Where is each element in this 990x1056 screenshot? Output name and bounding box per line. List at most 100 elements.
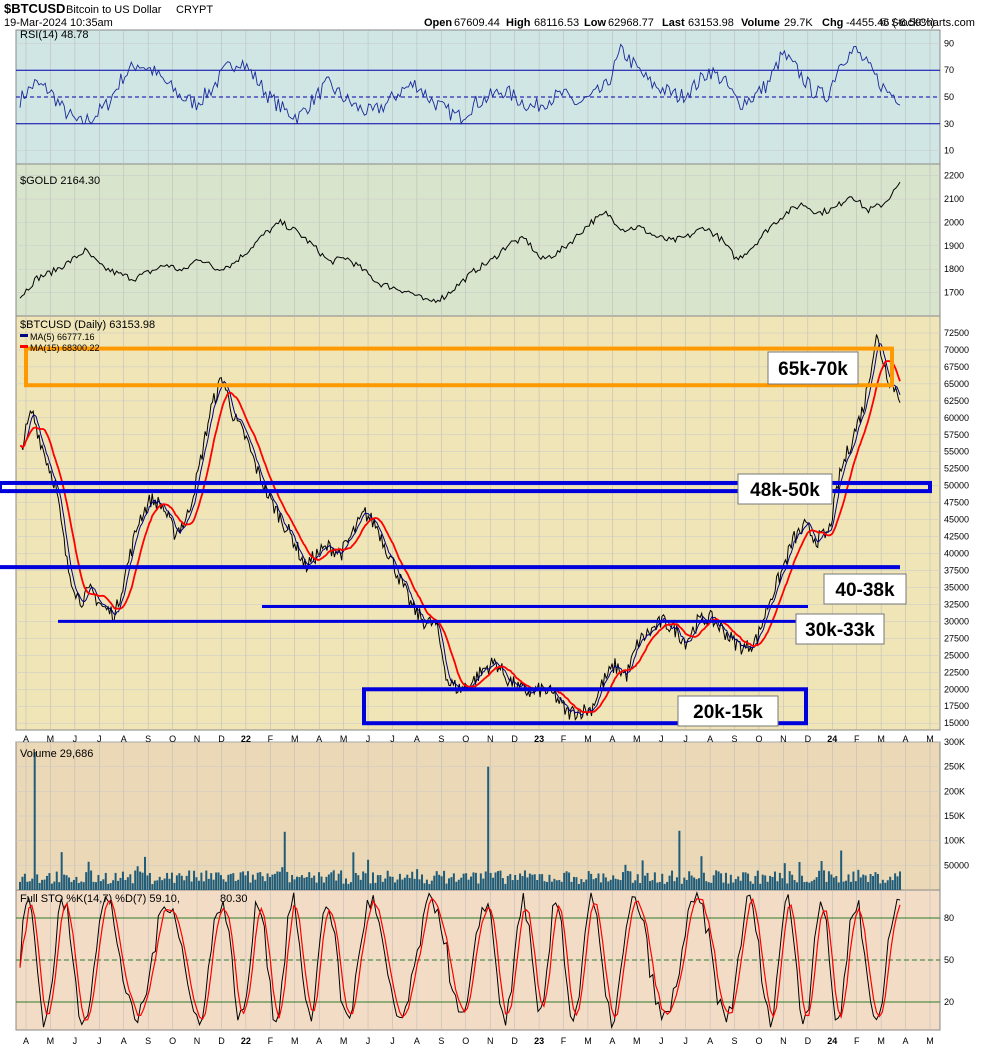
header-symbol: $BTCUSD — [4, 1, 65, 16]
volume-bar — [178, 873, 181, 890]
volume-bar — [418, 879, 421, 890]
volume-bar — [626, 870, 629, 890]
x-tick-label: S — [438, 1036, 444, 1046]
volume-bar — [295, 876, 298, 890]
x-tick-label: M — [291, 1036, 299, 1046]
x-tick-label: J — [73, 1036, 78, 1046]
volume-bar — [85, 872, 88, 890]
volume-bar — [663, 883, 666, 890]
y-tick-label: 100K — [944, 836, 965, 846]
x-tick-label: 23 — [534, 1036, 544, 1046]
volume-bar — [533, 874, 536, 890]
volume-bar — [416, 869, 419, 890]
volume-value: 29.7K — [784, 17, 813, 29]
zone-65-70k-label: 65k-70k — [778, 359, 848, 380]
volume-bar — [852, 871, 855, 890]
volume-bar — [266, 873, 269, 890]
volume-bar — [53, 881, 56, 890]
x-tick-label: J — [390, 734, 395, 744]
volume-bar — [631, 882, 634, 890]
volume-bar — [501, 878, 504, 890]
volume-bar — [619, 880, 622, 890]
volume-bar — [259, 872, 262, 890]
volume-bar — [63, 874, 66, 890]
volume-bar — [75, 876, 78, 890]
volume-bar — [398, 873, 401, 890]
volume-bar — [70, 881, 73, 890]
gold-panel — [15, 163, 941, 317]
volume-bar — [776, 881, 779, 890]
y-tick-label: 32500 — [944, 599, 969, 609]
x-tick-label: D — [218, 734, 225, 744]
volume-bar — [421, 874, 424, 890]
y-tick-label: 200K — [944, 786, 965, 796]
volume-bar — [291, 874, 294, 890]
volume-bar — [347, 883, 350, 890]
volume-bar — [136, 866, 139, 890]
volume-bar — [281, 867, 284, 890]
volume-bar — [340, 870, 343, 890]
volume-bar — [820, 861, 823, 890]
x-tick-label: M — [340, 734, 348, 744]
y-tick-label: 45000 — [944, 515, 969, 525]
y-tick-label: 17500 — [944, 701, 969, 711]
volume-bar — [810, 881, 813, 890]
volume-bar — [156, 880, 159, 890]
volume-bar — [710, 882, 713, 890]
volume-bar — [158, 876, 161, 890]
y-tick-label: 67500 — [944, 362, 969, 372]
volume-bar — [555, 880, 558, 890]
volume-bar — [92, 881, 95, 890]
x-tick-label: F — [268, 1036, 274, 1046]
y-tick-label: 55000 — [944, 447, 969, 457]
volume-bar — [680, 883, 683, 890]
volume-bar — [141, 872, 144, 890]
ma15-line — [20, 360, 901, 714]
volume-bar — [359, 879, 362, 890]
x-tick-label: N — [780, 1036, 787, 1046]
volume-bar — [734, 879, 737, 890]
volume-bar — [580, 879, 583, 890]
volume-bar — [408, 878, 411, 890]
x-tick-label: A — [23, 1036, 29, 1046]
x-tick-label: M — [47, 734, 55, 744]
volume-bar — [572, 876, 575, 890]
x-tick-label: O — [169, 1036, 176, 1046]
volume-bar — [582, 882, 585, 890]
volume-bar — [840, 850, 843, 890]
volume-bar — [881, 879, 884, 890]
volume-bar — [712, 875, 715, 890]
header-exchange: CRYPT — [176, 4, 213, 16]
volume-bar — [668, 875, 671, 890]
volume-bar — [215, 872, 218, 890]
panel-titles: RSI(14) 48.78 $GOLD 2164.30 $BTCUSD (Dai… — [20, 29, 248, 905]
volume-bar — [862, 874, 865, 890]
volume-bar — [815, 877, 818, 890]
volume-bar — [104, 872, 107, 890]
x-tick-label: N — [780, 734, 787, 744]
x-tick-label: O — [462, 734, 469, 744]
volume-bar — [433, 875, 436, 890]
volume-bar — [737, 876, 740, 890]
y-tick-label: 2200 — [944, 171, 964, 181]
x-tick-label: M — [584, 1036, 592, 1046]
volume-bar — [337, 873, 340, 890]
volume-bar — [283, 831, 286, 890]
volume-bar — [413, 878, 416, 890]
high-label: High — [506, 17, 531, 29]
x-tick-label: S — [732, 1036, 738, 1046]
x-tick-label: A — [903, 734, 909, 744]
volume-bar — [781, 878, 784, 890]
volume-bar — [646, 872, 649, 890]
gold-line — [19, 181, 901, 304]
volume-bar — [271, 874, 274, 890]
volume-bar — [644, 875, 647, 890]
volume-bar — [97, 875, 100, 890]
volume-bar — [494, 872, 497, 890]
x-tick-label: S — [145, 734, 151, 744]
x-tick-label: A — [316, 1036, 322, 1046]
volume-bar — [48, 873, 51, 890]
volume-bar — [77, 882, 80, 890]
volume-bar — [739, 880, 742, 890]
volume-title: Volume 29,686 — [20, 748, 93, 760]
